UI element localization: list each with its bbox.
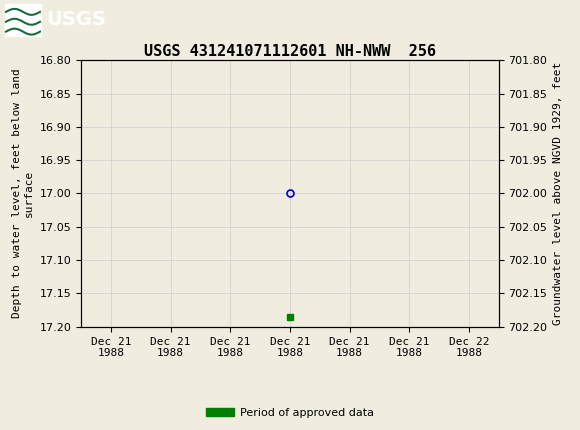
- Y-axis label: Groundwater level above NGVD 1929, feet: Groundwater level above NGVD 1929, feet: [553, 62, 563, 325]
- Text: USGS 431241071112601 NH-NWW  256: USGS 431241071112601 NH-NWW 256: [144, 44, 436, 59]
- Text: USGS: USGS: [46, 10, 106, 29]
- Legend: Period of approved data: Period of approved data: [202, 403, 378, 422]
- Y-axis label: Depth to water level, feet below land
surface: Depth to water level, feet below land su…: [12, 69, 34, 318]
- Bar: [5, 4, 41, 36]
